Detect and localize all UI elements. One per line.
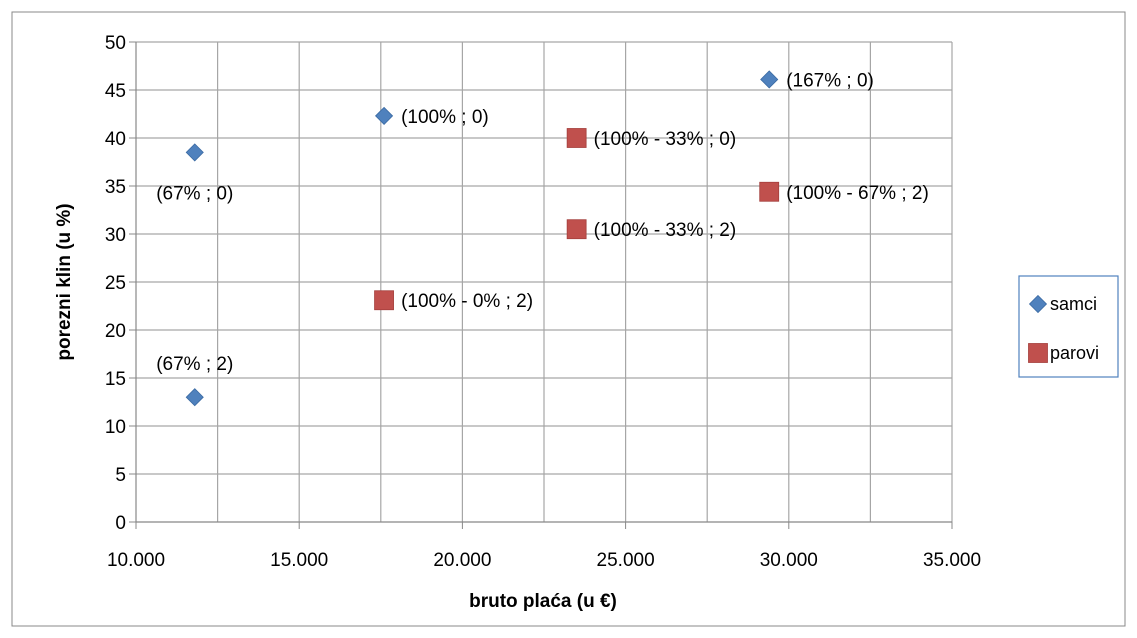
y-tick-label: 40 xyxy=(105,129,126,150)
x-tick-label: 20.000 xyxy=(433,550,491,571)
samci-point xyxy=(760,70,779,89)
legend-samci-label: samci xyxy=(1050,294,1097,314)
y-tick-label: 30 xyxy=(105,225,126,246)
x-tick-label: 30.000 xyxy=(760,550,818,571)
data-label: (67% ; 0) xyxy=(156,183,233,204)
parovi-point xyxy=(759,181,780,202)
y-tick-label: 35 xyxy=(105,177,126,198)
legend-samci-marker xyxy=(1028,294,1048,314)
x-tick-label: 25.000 xyxy=(597,550,655,571)
data-label: (167% ; 0) xyxy=(786,70,874,91)
legend: samci parovi xyxy=(1018,275,1119,378)
y-tick-label: 45 xyxy=(105,81,126,102)
parovi-point xyxy=(374,290,394,311)
axes: 0 5 10 15 20 25 30 35 40 45 50 10.000 15.000 20.000 25… xyxy=(105,33,981,571)
chart-outer-border xyxy=(11,11,1126,627)
x-axis-title: bruto plaća (u €) xyxy=(469,591,617,612)
y-tick-label: 10 xyxy=(105,417,126,438)
data-label: (100% - 33% ; 0) xyxy=(594,129,737,150)
x-tick-label: 15.000 xyxy=(270,550,328,571)
y-tick-label: 50 xyxy=(105,33,126,54)
data-label: (100% ; 0) xyxy=(401,107,489,128)
y-tick-label: 25 xyxy=(105,273,126,294)
x-tick-label: 10.000 xyxy=(107,550,165,571)
legend-parovi-label: parovi xyxy=(1050,343,1099,363)
samci-point xyxy=(185,388,204,407)
x-tick-label: 35.000 xyxy=(923,550,981,571)
y-tick-label: 15 xyxy=(105,369,126,390)
parovi-point xyxy=(566,219,587,240)
y-tick-label: 20 xyxy=(105,321,126,342)
parovi-point xyxy=(566,128,587,148)
legend-parovi-marker xyxy=(1028,343,1048,363)
data-points xyxy=(185,70,780,407)
y-axis-title: porezni klin (u %) xyxy=(54,203,75,360)
data-label: (100% - 33% ; 2) xyxy=(594,220,737,241)
y-tick-label: 5 xyxy=(115,465,126,486)
y-tick-label: 0 xyxy=(115,513,126,534)
grid xyxy=(136,41,953,522)
data-label: (100% - 0% ; 2) xyxy=(401,291,533,312)
data-label: (100% - 67% ; 2) xyxy=(786,183,929,204)
data-labels: (67% ; 0) (67% ; 2) (100% ; 0) (167% ; 0) (1… xyxy=(156,70,929,375)
data-label: (67% ; 2) xyxy=(156,354,233,375)
samci-point xyxy=(185,143,204,162)
samci-point xyxy=(374,106,394,125)
